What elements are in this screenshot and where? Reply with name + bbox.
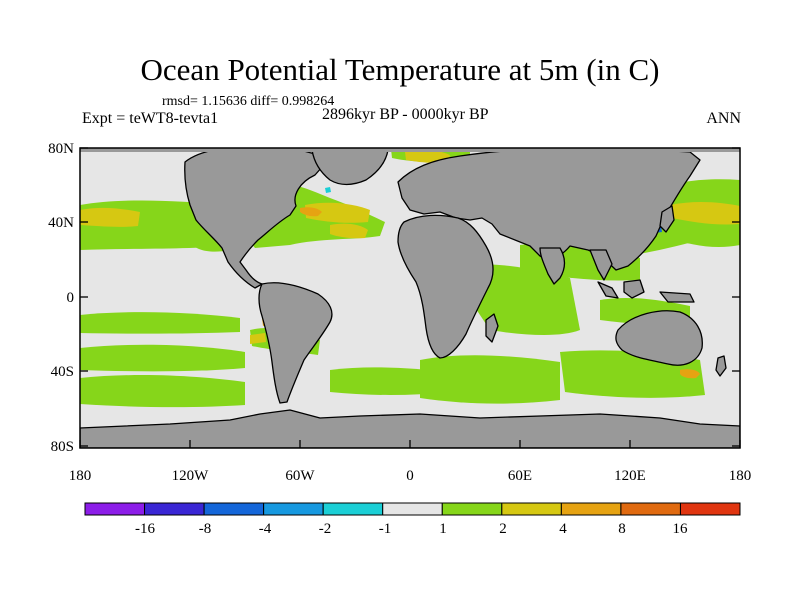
x-axis-labels: 180 120W 60W 0 60E 120E 180	[69, 468, 752, 484]
colorbar-box	[203, 502, 265, 516]
season-label: ANN	[706, 110, 741, 127]
madagascar	[485, 313, 499, 343]
colorbar-label: 2	[499, 521, 507, 537]
y-tick-label: 40S	[51, 364, 74, 380]
indochina	[589, 249, 613, 281]
colorbar-label: -1	[379, 521, 392, 537]
colorbar-box	[441, 502, 503, 516]
new-guinea	[659, 291, 695, 303]
africa	[397, 214, 494, 359]
colorbar-box	[620, 502, 681, 516]
colorbar-box	[560, 502, 622, 516]
period-label: 2896kyr BP - 0000kyr BP	[322, 106, 489, 123]
colorbar-box	[263, 502, 324, 516]
y-axis-labels: 80N 40N 0 40S 80S	[48, 141, 74, 455]
y-tick-label: 0	[67, 290, 75, 306]
colorbar-label: -8	[199, 521, 212, 537]
colorbar-box	[84, 502, 146, 516]
x-tick-label: 120W	[172, 468, 210, 484]
arctic-land-strip	[80, 148, 740, 152]
japan	[659, 205, 675, 233]
colorbar-box	[679, 502, 741, 516]
colorbar-box	[322, 502, 384, 516]
x-tick-label: 0	[406, 468, 414, 484]
y-tick-label: 40N	[48, 215, 74, 231]
x-tick-label: 60E	[508, 468, 532, 484]
x-tick-label: 120E	[614, 468, 646, 484]
map-area	[80, 148, 740, 448]
x-axis-ticks	[79, 440, 741, 448]
new-zealand	[715, 355, 727, 377]
map-title: Ocean Potential Temperature at 5m (in C)	[140, 52, 660, 87]
colorbar-label: 1	[439, 521, 447, 537]
colorbar-label: 8	[618, 521, 626, 537]
south-america	[258, 282, 333, 404]
colorbar-box	[382, 502, 443, 516]
colorbar-labels: -16 -8 -4 -2 -1 1 2 4 8 16	[135, 521, 688, 537]
colorbar-label: -16	[135, 521, 155, 537]
stats-text: rmsd= 1.15636 diff= 0.998264	[162, 94, 335, 109]
y-tick-label: 80S	[51, 439, 74, 455]
y-axis-ticks	[80, 147, 740, 447]
colorbar-label: -4	[259, 521, 272, 537]
borneo	[623, 279, 645, 299]
anomaly-warm-2-4-regions	[80, 149, 740, 344]
australia	[615, 310, 703, 366]
india	[539, 247, 566, 285]
x-tick-label: 180	[729, 468, 752, 484]
experiment-label: Expt = teWT8-tevta1	[82, 110, 219, 127]
antarctica	[80, 409, 740, 448]
north-america	[184, 148, 331, 289]
colorbar-label: 16	[673, 521, 689, 537]
colorbar-label: -2	[319, 521, 332, 537]
colorbar-box	[144, 502, 205, 516]
greenland	[311, 149, 389, 186]
colorbar-box	[501, 502, 562, 516]
sumatra	[597, 281, 619, 299]
x-tick-label: 60W	[285, 468, 315, 484]
colorbar	[84, 502, 741, 516]
land-masses	[80, 148, 740, 448]
x-tick-label: 180	[69, 468, 92, 484]
colorbar-label: 4	[559, 521, 567, 537]
y-tick-label: 80N	[48, 141, 74, 157]
